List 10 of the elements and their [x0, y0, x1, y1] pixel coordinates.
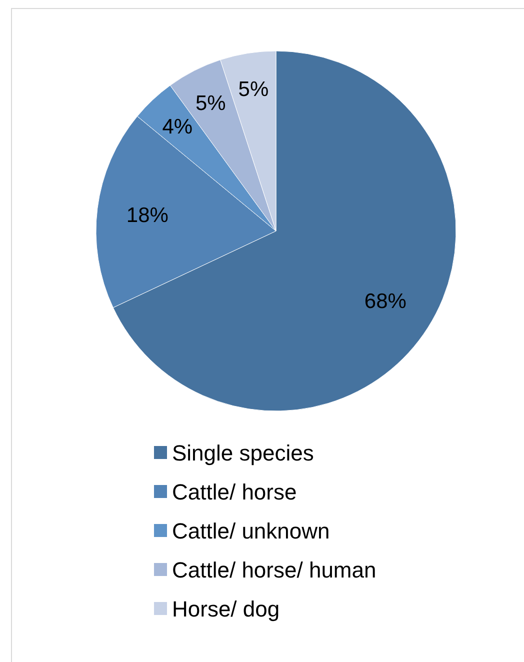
legend-label: Cattle/ horse/ human	[172, 558, 376, 583]
data-label: 4%	[162, 115, 193, 138]
data-label: 5%	[195, 92, 226, 116]
data-label: 5%	[238, 78, 269, 102]
data-label: 18%	[126, 204, 168, 228]
data-label: 68%	[364, 290, 406, 313]
legend-label: Cattle/ horse	[172, 480, 297, 505]
legend-label: Cattle/ unknown	[172, 518, 330, 544]
legend-label: Single species	[172, 440, 314, 466]
legend-label: Horse/ dog	[172, 596, 280, 622]
